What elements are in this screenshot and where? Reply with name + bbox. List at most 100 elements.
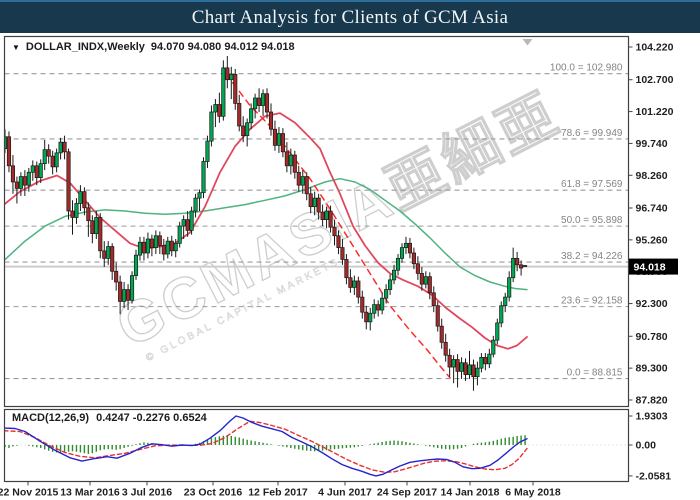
candle-bullish	[261, 93, 266, 106]
candle-bearish	[217, 104, 222, 117]
candle-bearish	[257, 97, 262, 106]
candle-bullish	[173, 242, 178, 252]
candle-bearish	[82, 191, 87, 209]
candle-bearish	[304, 176, 309, 195]
main-panel-border	[3, 35, 630, 408]
candle-bullish	[423, 276, 428, 285]
candle-bearish	[443, 341, 448, 356]
candle-bullish	[197, 192, 202, 199]
x-axis-label: 14 Jan 2018	[441, 487, 500, 499]
candle-bullish	[352, 280, 357, 288]
y-axis-label: 101.220	[636, 106, 674, 118]
candle-bearish	[10, 165, 15, 183]
current-price-box	[629, 258, 678, 275]
candle-bearish	[118, 281, 123, 302]
candle-bearish	[344, 259, 349, 279]
candle-bearish	[98, 217, 103, 252]
symbol-ohlc-values: 94.070 94.080 94.012 94.018	[150, 41, 295, 53]
candle-bullish	[368, 312, 373, 323]
candle-bearish	[439, 325, 444, 343]
candlestick-series	[5, 56, 528, 391]
candle-bearish	[364, 311, 369, 323]
macd-signal-line	[5, 420, 528, 473]
y-axis-label: 90.780	[636, 331, 668, 343]
candle-bearish	[292, 154, 297, 173]
y-axis-label: 89.300	[636, 363, 668, 375]
candle-bullish	[276, 133, 281, 146]
x-axis-label: 12 Feb 2017	[248, 487, 308, 499]
candle-bearish	[110, 246, 115, 272]
candle-bullish	[106, 246, 111, 259]
candle-bullish	[300, 176, 305, 186]
candle-bearish	[356, 280, 361, 298]
candle-bullish	[153, 235, 158, 248]
candle-bearish	[523, 265, 528, 267]
candle-bearish	[455, 359, 460, 372]
candle-bearish	[328, 210, 333, 228]
candle-bullish	[503, 296, 508, 307]
candle-bearish	[316, 197, 321, 213]
candle-bullish	[213, 104, 218, 113]
candle-bearish	[407, 242, 412, 254]
chevron-down-icon[interactable]: ▼	[12, 42, 20, 52]
candle-bearish	[296, 171, 301, 186]
title-bar: Chart Analysis for Clients of GCM Asia	[0, 0, 700, 33]
candle-bullish	[54, 152, 59, 168]
candle-bearish	[149, 238, 154, 248]
symbol-header[interactable]: ▼ DOLLAR_INDX,Weekly 94.070 94.080 94.01…	[12, 41, 295, 53]
candle-bullish	[193, 197, 198, 212]
candle-bearish	[411, 252, 416, 265]
candle-bearish	[62, 141, 67, 153]
candle-bullish	[372, 304, 377, 314]
candle-bullish	[18, 176, 23, 189]
candle-bearish	[427, 276, 432, 294]
candle-bearish	[376, 304, 381, 311]
candle-bearish	[272, 128, 278, 146]
y-axis-label: 87.820	[636, 394, 668, 406]
candle-bearish	[268, 111, 274, 130]
fib-label: 78.6 = 99.949	[561, 128, 623, 139]
candle-bearish	[340, 247, 345, 260]
candle-bearish	[22, 176, 27, 186]
candle-bullish	[30, 165, 35, 173]
candle-bearish	[336, 235, 341, 248]
macd-label: MACD(12,26,9)	[12, 412, 90, 424]
candle-bearish	[320, 211, 325, 220]
y-axis-label: 92.300	[636, 298, 668, 310]
candle-bearish	[515, 258, 520, 266]
candle-bullish	[229, 73, 234, 81]
candle-bearish	[435, 305, 440, 327]
macd-header: MACD(12,26,9) 0.4247 -0.2276 0.6524	[12, 412, 211, 424]
macd-plot[interactable]	[4, 415, 629, 477]
page-title: Chart Analysis for Clients of GCM Asia	[191, 6, 509, 28]
candle-bullish	[511, 258, 516, 279]
candle-bullish	[129, 275, 135, 301]
candle-bullish	[122, 289, 127, 302]
candle-bullish	[38, 163, 43, 179]
candle-bearish	[237, 103, 242, 127]
y-axis-label: 96.740	[636, 202, 668, 214]
fib-label: 0.0 = 88.815	[567, 368, 623, 379]
candle-bullish	[403, 242, 409, 248]
candle-bullish	[388, 279, 393, 290]
candle-bullish	[380, 297, 385, 311]
candle-bearish	[141, 241, 147, 254]
candle-bearish	[34, 165, 39, 179]
candle-bullish	[5, 136, 8, 149]
x-axis-label: 6 May 2018	[505, 487, 561, 499]
current-price-value: 94.018	[634, 262, 666, 274]
candle-bearish	[6, 136, 12, 167]
macd-axis-label: -2.0581	[636, 470, 672, 482]
candle-bullish	[253, 97, 258, 110]
candle-bullish	[165, 240, 170, 255]
candle-bearish	[483, 357, 488, 365]
candle-bullish	[499, 305, 504, 324]
candle-bearish	[225, 67, 230, 81]
candle-bearish	[86, 207, 91, 222]
y-axis-label: 95.260	[636, 234, 668, 246]
main-chart-plot[interactable]: GCMASIA亜細亜© GLOBAL CAPITAL MARKETS 100.0 …	[3, 39, 628, 391]
candle-bullish	[137, 241, 143, 256]
candle-bullish	[133, 254, 139, 276]
